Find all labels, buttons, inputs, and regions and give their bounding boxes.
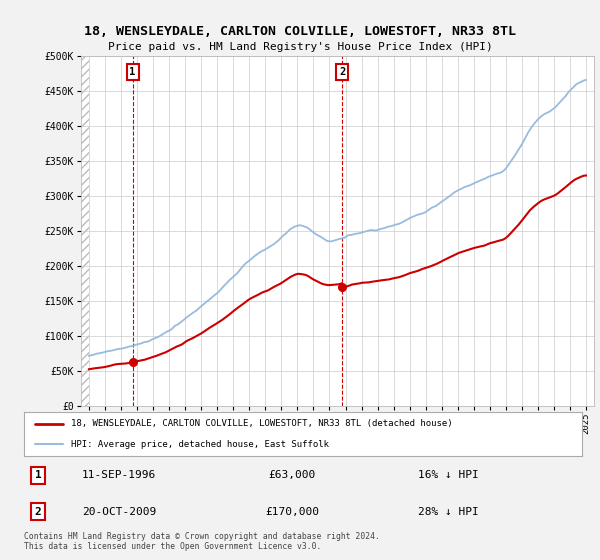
Text: £63,000: £63,000 bbox=[268, 470, 316, 480]
Text: 2: 2 bbox=[35, 507, 41, 517]
Text: 20-OCT-2009: 20-OCT-2009 bbox=[82, 507, 156, 517]
Text: 1: 1 bbox=[130, 67, 136, 77]
Text: Price paid vs. HM Land Registry's House Price Index (HPI): Price paid vs. HM Land Registry's House … bbox=[107, 42, 493, 52]
Text: Contains HM Land Registry data © Crown copyright and database right 2024.
This d: Contains HM Land Registry data © Crown c… bbox=[24, 532, 380, 552]
Text: 1: 1 bbox=[35, 470, 41, 480]
Text: 2: 2 bbox=[339, 67, 346, 77]
Text: 11-SEP-1996: 11-SEP-1996 bbox=[82, 470, 156, 480]
Text: 18, WENSLEYDALE, CARLTON COLVILLE, LOWESTOFT, NR33 8TL: 18, WENSLEYDALE, CARLTON COLVILLE, LOWES… bbox=[84, 25, 516, 38]
Text: 18, WENSLEYDALE, CARLTON COLVILLE, LOWESTOFT, NR33 8TL (detached house): 18, WENSLEYDALE, CARLTON COLVILLE, LOWES… bbox=[71, 419, 453, 428]
Text: 16% ↓ HPI: 16% ↓ HPI bbox=[418, 470, 478, 480]
Text: 28% ↓ HPI: 28% ↓ HPI bbox=[418, 507, 478, 517]
Text: £170,000: £170,000 bbox=[265, 507, 319, 517]
Text: HPI: Average price, detached house, East Suffolk: HPI: Average price, detached house, East… bbox=[71, 440, 329, 449]
